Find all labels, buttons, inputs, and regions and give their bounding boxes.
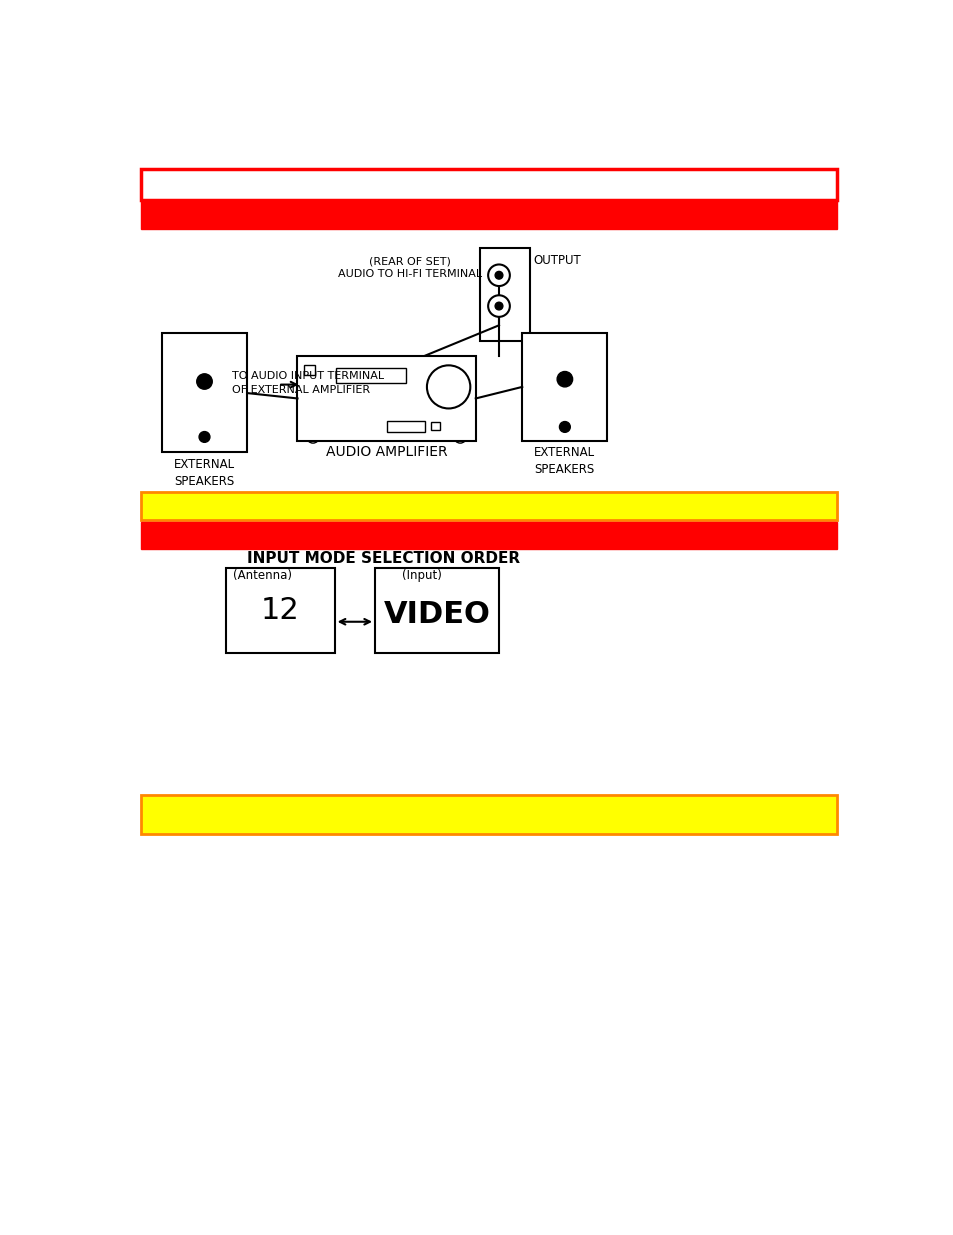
Circle shape xyxy=(495,303,502,310)
Bar xyxy=(303,364,314,375)
Bar xyxy=(162,333,247,452)
Circle shape xyxy=(307,431,319,443)
Text: (Antenna): (Antenna) xyxy=(233,568,292,582)
Circle shape xyxy=(306,419,319,432)
Text: 12: 12 xyxy=(261,595,299,625)
Circle shape xyxy=(344,419,358,432)
Bar xyxy=(335,368,406,383)
Bar xyxy=(141,201,836,228)
Bar xyxy=(386,421,425,431)
Bar xyxy=(141,493,836,520)
Circle shape xyxy=(532,347,597,411)
Circle shape xyxy=(172,350,236,414)
Circle shape xyxy=(185,362,224,401)
Bar xyxy=(375,568,498,652)
Bar xyxy=(521,333,607,441)
Text: VIDEO: VIDEO xyxy=(383,599,490,629)
Circle shape xyxy=(552,415,577,440)
Text: TO AUDIO INPUT TERMINAL
OF EXTERNAL AMPLIFIER: TO AUDIO INPUT TERMINAL OF EXTERNAL AMPL… xyxy=(232,372,383,395)
Text: (Input): (Input) xyxy=(401,568,441,582)
Circle shape xyxy=(558,421,570,432)
Circle shape xyxy=(495,272,502,279)
Text: (REAR OF SET)
AUDIO TO HI-FI TERMINAL: (REAR OF SET) AUDIO TO HI-FI TERMINAL xyxy=(337,256,481,279)
Circle shape xyxy=(488,264,509,287)
Bar xyxy=(141,521,836,550)
Bar xyxy=(141,169,836,200)
Circle shape xyxy=(196,374,212,389)
Bar xyxy=(431,422,439,430)
Text: AUDIO AMPLIFIER: AUDIO AMPLIFIER xyxy=(326,445,447,458)
Text: INPUT MODE SELECTION ORDER: INPUT MODE SELECTION ORDER xyxy=(247,551,519,566)
Circle shape xyxy=(192,425,216,450)
Circle shape xyxy=(545,359,583,399)
Bar xyxy=(297,356,476,441)
Circle shape xyxy=(325,419,339,432)
Circle shape xyxy=(199,431,210,442)
Circle shape xyxy=(488,295,509,317)
Bar xyxy=(226,568,335,652)
Text: OUTPUT: OUTPUT xyxy=(534,254,581,268)
Circle shape xyxy=(364,419,377,432)
Circle shape xyxy=(454,431,466,443)
Circle shape xyxy=(427,366,470,409)
Text: EXTERNAL
SPEAKERS: EXTERNAL SPEAKERS xyxy=(534,446,595,477)
Bar xyxy=(141,795,836,834)
Text: EXTERNAL
SPEAKERS: EXTERNAL SPEAKERS xyxy=(173,458,234,488)
Circle shape xyxy=(557,372,572,387)
Bar xyxy=(479,248,530,341)
